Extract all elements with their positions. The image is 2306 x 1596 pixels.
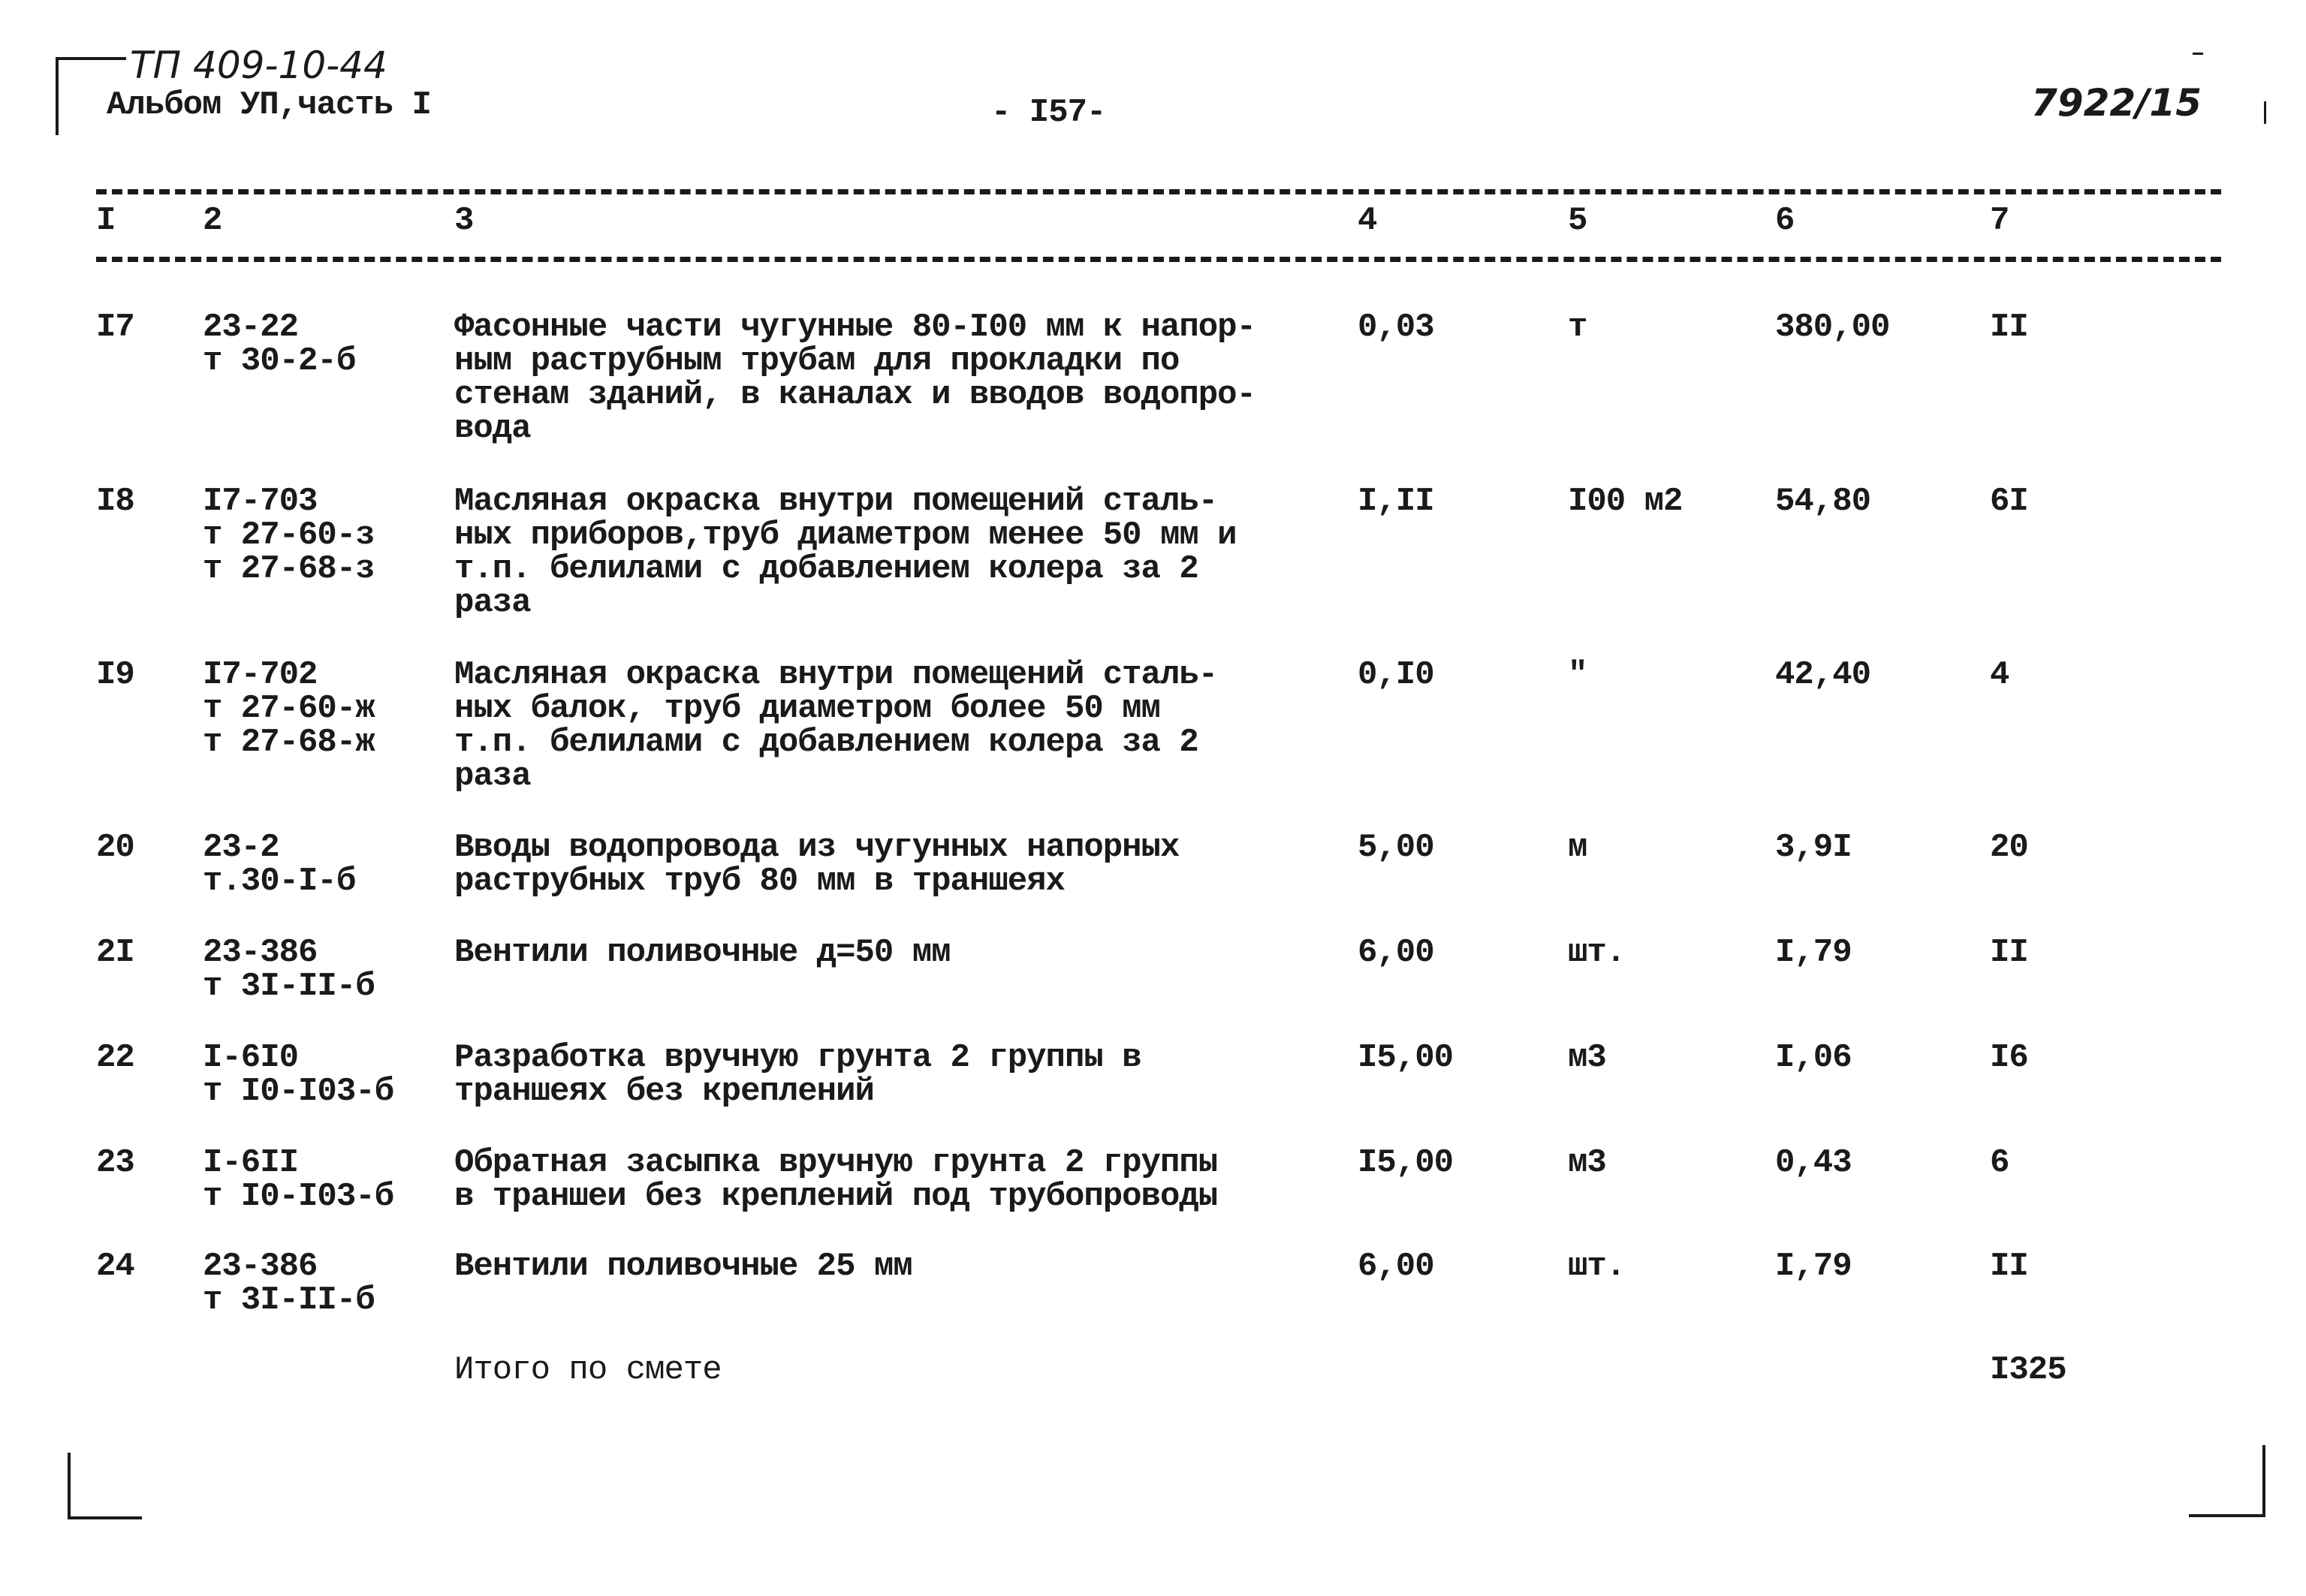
corner-mark-bottom-right	[2189, 1445, 2265, 1517]
row-number: 23	[96, 1144, 135, 1182]
column-number: I	[96, 202, 116, 239]
corner-mark-bottom-left	[68, 1453, 142, 1519]
work-description: Фасонные части чугунные 80-I00 мм к напо…	[454, 309, 1256, 447]
sheet-code: 7922/15	[2031, 81, 2202, 125]
unit-price: I,79	[1775, 934, 1852, 971]
column-number: 7	[1990, 202, 2009, 239]
total-value: I325	[1990, 1351, 2067, 1389]
row-number: I8	[96, 483, 135, 520]
quantity: 6,00	[1358, 1248, 1435, 1285]
unit: т	[1568, 309, 1587, 346]
quantity: 5,00	[1358, 829, 1435, 866]
margin-tick	[2264, 101, 2266, 124]
table-header-rule	[96, 257, 2221, 262]
rate-code: I7-703 т 27-60-з т 27-68-з	[203, 483, 375, 588]
unit-price: 54,80	[1775, 483, 1871, 520]
column-number: 3	[454, 202, 474, 239]
unit-price: 3,9I	[1775, 829, 1852, 866]
column-number: 5	[1568, 202, 1587, 239]
row-number: 22	[96, 1039, 135, 1077]
total-cost: 20	[1990, 829, 2029, 866]
work-description: Разработка вручную грунта 2 группы в тра…	[454, 1039, 1142, 1110]
unit-price: I,06	[1775, 1039, 1852, 1077]
work-description: Масляная окраска внутри помещений сталь-…	[454, 483, 1237, 622]
unit: I00 м2	[1568, 483, 1683, 520]
doc-code: ТП 409-10-44	[130, 44, 387, 87]
row-number: I9	[96, 656, 135, 694]
column-number: 4	[1358, 202, 1377, 239]
total-cost: 4	[1990, 656, 2009, 694]
rate-code: I-6I0 т I0-I03-б	[203, 1039, 394, 1110]
quantity: 0,I0	[1358, 656, 1435, 694]
quantity: I,II	[1358, 483, 1435, 520]
unit: шт.	[1568, 1248, 1626, 1285]
column-number: 2	[203, 202, 222, 239]
total-cost: II	[1990, 1248, 2029, 1285]
row-number: 20	[96, 829, 135, 866]
corner-mark-top-left	[56, 57, 126, 135]
total-cost: II	[1990, 934, 2029, 971]
rate-code: 23-2 т.30-I-б	[203, 829, 356, 900]
total-cost: 6I	[1990, 483, 2029, 520]
unit-price: I,79	[1775, 1248, 1852, 1285]
work-description: Вентили поливочные 25 мм	[454, 1248, 913, 1285]
rate-code: I-6II т I0-I03-б	[203, 1144, 394, 1215]
quantity: I5,00	[1358, 1039, 1454, 1077]
unit: м3	[1568, 1144, 1607, 1182]
column-number: 6	[1775, 202, 1795, 239]
row-number: I7	[96, 309, 135, 346]
work-description: Вентили поливочные д=50 мм	[454, 934, 951, 971]
total-cost: 6	[1990, 1144, 2009, 1182]
unit: "	[1568, 656, 1587, 694]
album-label: Альбом УП,часть I	[107, 86, 432, 124]
work-description: Вводы водопровода из чугунных напорных р…	[454, 829, 1180, 900]
unit: шт.	[1568, 934, 1626, 971]
total-cost: I6	[1990, 1039, 2029, 1077]
rate-code: 23-22 т 30-2-б	[203, 309, 356, 380]
row-number: 24	[96, 1248, 135, 1285]
unit: м3	[1568, 1039, 1607, 1077]
quantity: 0,03	[1358, 309, 1435, 346]
rate-code: 23-386 т 3I-II-б	[203, 1248, 375, 1319]
work-description: Обратная засыпка вручную грунта 2 группы…	[454, 1144, 1218, 1215]
unit-price: 42,40	[1775, 656, 1871, 694]
unit-price: 0,43	[1775, 1144, 1852, 1182]
unit: м	[1568, 829, 1587, 866]
quantity: 6,00	[1358, 934, 1435, 971]
work-description: Масляная окраска внутри помещений сталь-…	[454, 656, 1218, 795]
row-number: 2I	[96, 934, 135, 971]
unit-price: 380,00	[1775, 309, 1890, 346]
table-top-rule	[96, 189, 2221, 194]
total-label: Итого по смете	[454, 1351, 722, 1389]
total-cost: II	[1990, 309, 2029, 346]
rate-code: 23-386 т 3I-II-б	[203, 934, 375, 1005]
margin-tick	[2193, 53, 2203, 55]
page-number: - I57-	[991, 94, 1106, 131]
quantity: I5,00	[1358, 1144, 1454, 1182]
rate-code: I7-702 т 27-60-ж т 27-68-ж	[203, 656, 375, 761]
